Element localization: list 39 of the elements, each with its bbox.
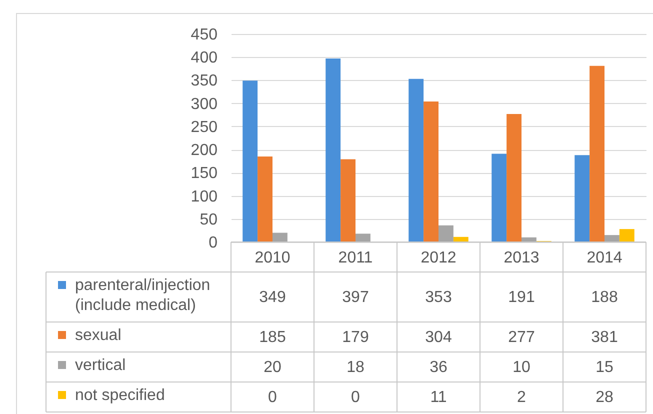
data-label: 277 xyxy=(508,329,535,346)
x-tick-label: 2013 xyxy=(504,250,540,266)
data-label: 18 xyxy=(346,359,364,376)
y-tick-label: 450 xyxy=(190,26,218,44)
data-label: 36 xyxy=(430,359,448,376)
data-label: 381 xyxy=(591,329,618,346)
data-label: 2 xyxy=(517,389,526,406)
y-tick-label: 250 xyxy=(190,118,218,136)
data-label: 11 xyxy=(430,389,447,406)
y-tick-label: 300 xyxy=(190,96,218,113)
legend-label: vertical xyxy=(75,357,126,374)
y-tick-label: 0 xyxy=(208,234,218,252)
data-label: 349 xyxy=(259,289,286,306)
x-tick-label: 2011 xyxy=(338,250,373,266)
x-tick-label: 2010 xyxy=(254,250,290,266)
y-tick-label: 150 xyxy=(190,165,218,182)
data-label: 28 xyxy=(596,389,614,406)
data-label: 397 xyxy=(342,289,369,306)
y-tick-label: 400 xyxy=(190,50,218,67)
y-tick-label: 350 xyxy=(190,72,218,90)
data-label: 0 xyxy=(268,389,278,406)
x-tick-label: 2014 xyxy=(586,250,622,266)
data-label: 15 xyxy=(596,359,614,376)
data-label: 185 xyxy=(259,329,286,346)
data-label: 179 xyxy=(342,329,369,346)
legend-label: sexual xyxy=(75,327,122,344)
legend-label: not specified xyxy=(75,387,165,404)
data-label: 0 xyxy=(351,389,360,406)
data-label: 188 xyxy=(591,289,618,306)
y-tick-label: 100 xyxy=(190,188,218,206)
data-label: 304 xyxy=(425,329,452,346)
y-tick-label: 200 xyxy=(190,142,218,160)
data-label: 191 xyxy=(508,289,535,306)
x-tick-label: 2012 xyxy=(420,250,456,266)
y-tick-label: 50 xyxy=(200,211,218,228)
data-label: 20 xyxy=(264,359,282,376)
data-label: 10 xyxy=(512,359,530,376)
data-label: 353 xyxy=(425,289,452,306)
legend-label: parenteral/injection (include medical) xyxy=(75,277,210,314)
